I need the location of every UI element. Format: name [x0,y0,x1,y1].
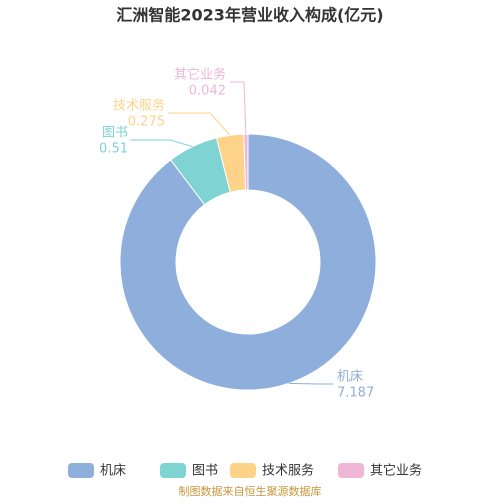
donut-slice [119,133,377,391]
slice-value: 7.187 [337,386,374,401]
slice-label: 图书 [102,126,128,141]
slice-value: 0.51 [99,142,128,157]
legend-label: 其它业务 [370,463,422,479]
legend-swatch [338,463,364,478]
slice-label: 技术服务 [113,98,165,114]
slice-label: 其它业务 [174,67,226,83]
legend-label: 技术服务 [262,463,314,479]
leader-line [168,112,231,136]
legend-label: 机床 [100,464,126,479]
slice-value: 0.042 [189,84,226,99]
donut-slice [243,133,249,191]
chart-title: 汇洲智能2023年营业收入构成(亿元) [116,6,383,25]
slice-label: 机床 [337,370,363,385]
leader-line [288,382,333,385]
legend-label: 图书 [192,464,218,479]
legend-swatch [230,463,256,478]
legend-swatch [68,463,94,478]
slice-value: 0.275 [128,115,165,130]
source-note: 制图数据来自恒生聚源数据库 [179,484,322,498]
leader-line [130,139,193,148]
leader-line [230,81,247,135]
legend-swatch [160,463,186,478]
